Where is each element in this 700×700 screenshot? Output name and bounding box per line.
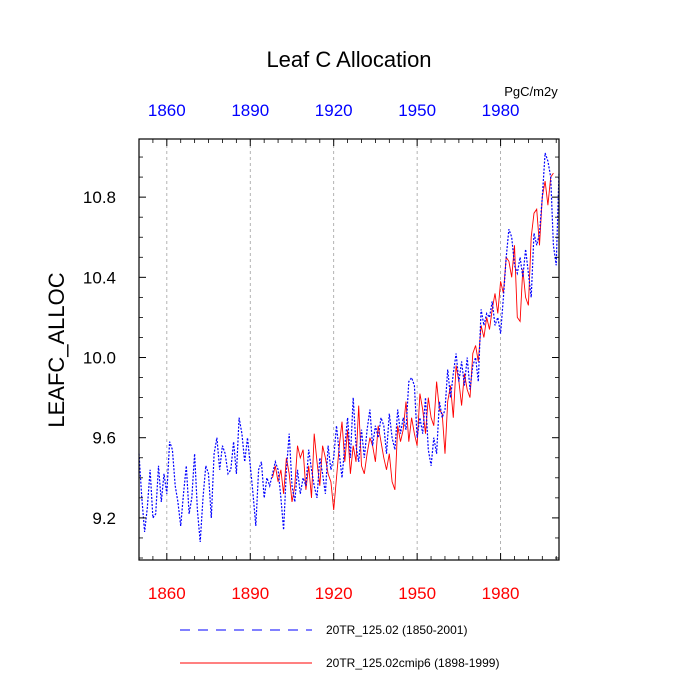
- chart-title: Leaf C Allocation: [266, 47, 431, 72]
- x-tick-label-top-1950: 1950: [398, 101, 436, 120]
- y-tick-label-10: 10.0: [83, 349, 116, 368]
- units-label: PgC/m2y: [504, 84, 558, 99]
- line-chart: Leaf C Allocation PgC/m2y LEAFC_ALLOC 18…: [0, 0, 700, 700]
- legend: 20TR_125.02 (1850-2001) 20TR_125.02cmip6…: [180, 623, 499, 670]
- x-tick-label-top-1860: 1860: [148, 101, 186, 120]
- y-tick-label-9.6: 9.6: [92, 429, 116, 448]
- series-line-1: [139, 153, 559, 542]
- y-tick-label-10.4: 10.4: [83, 268, 116, 287]
- legend-label-series-2: 20TR_125.02cmip6 (1898-1999): [326, 656, 499, 670]
- gridlines: [167, 139, 501, 560]
- series-group: [139, 153, 559, 542]
- x-tick-label-top-1920: 1920: [315, 101, 353, 120]
- legend-label-series-1: 20TR_125.02 (1850-2001): [326, 623, 467, 637]
- x-tick-label-bottom-1950: 1950: [398, 584, 436, 603]
- x-tick-label-bottom-1890: 1890: [231, 584, 269, 603]
- y-tick-label-9.2: 9.2: [92, 509, 116, 528]
- plot-frame: [139, 139, 559, 560]
- x-tick-label-bottom-1980: 1980: [482, 584, 520, 603]
- x-tick-label-top-1980: 1980: [482, 101, 520, 120]
- y-tick-label-10.8: 10.8: [83, 188, 116, 207]
- y-axis-label: LEAFC_ALLOC: [44, 272, 69, 427]
- series-line-2: [273, 173, 554, 510]
- axis-ticks: 1860 1860 1890 1890 1920 1920 1950 1950 1980 1980…: [83, 101, 559, 603]
- x-tick-label-bottom-1920: 1920: [315, 584, 353, 603]
- x-tick-label-top-1890: 1890: [231, 101, 269, 120]
- x-tick-label-bottom-1860: 1860: [148, 584, 186, 603]
